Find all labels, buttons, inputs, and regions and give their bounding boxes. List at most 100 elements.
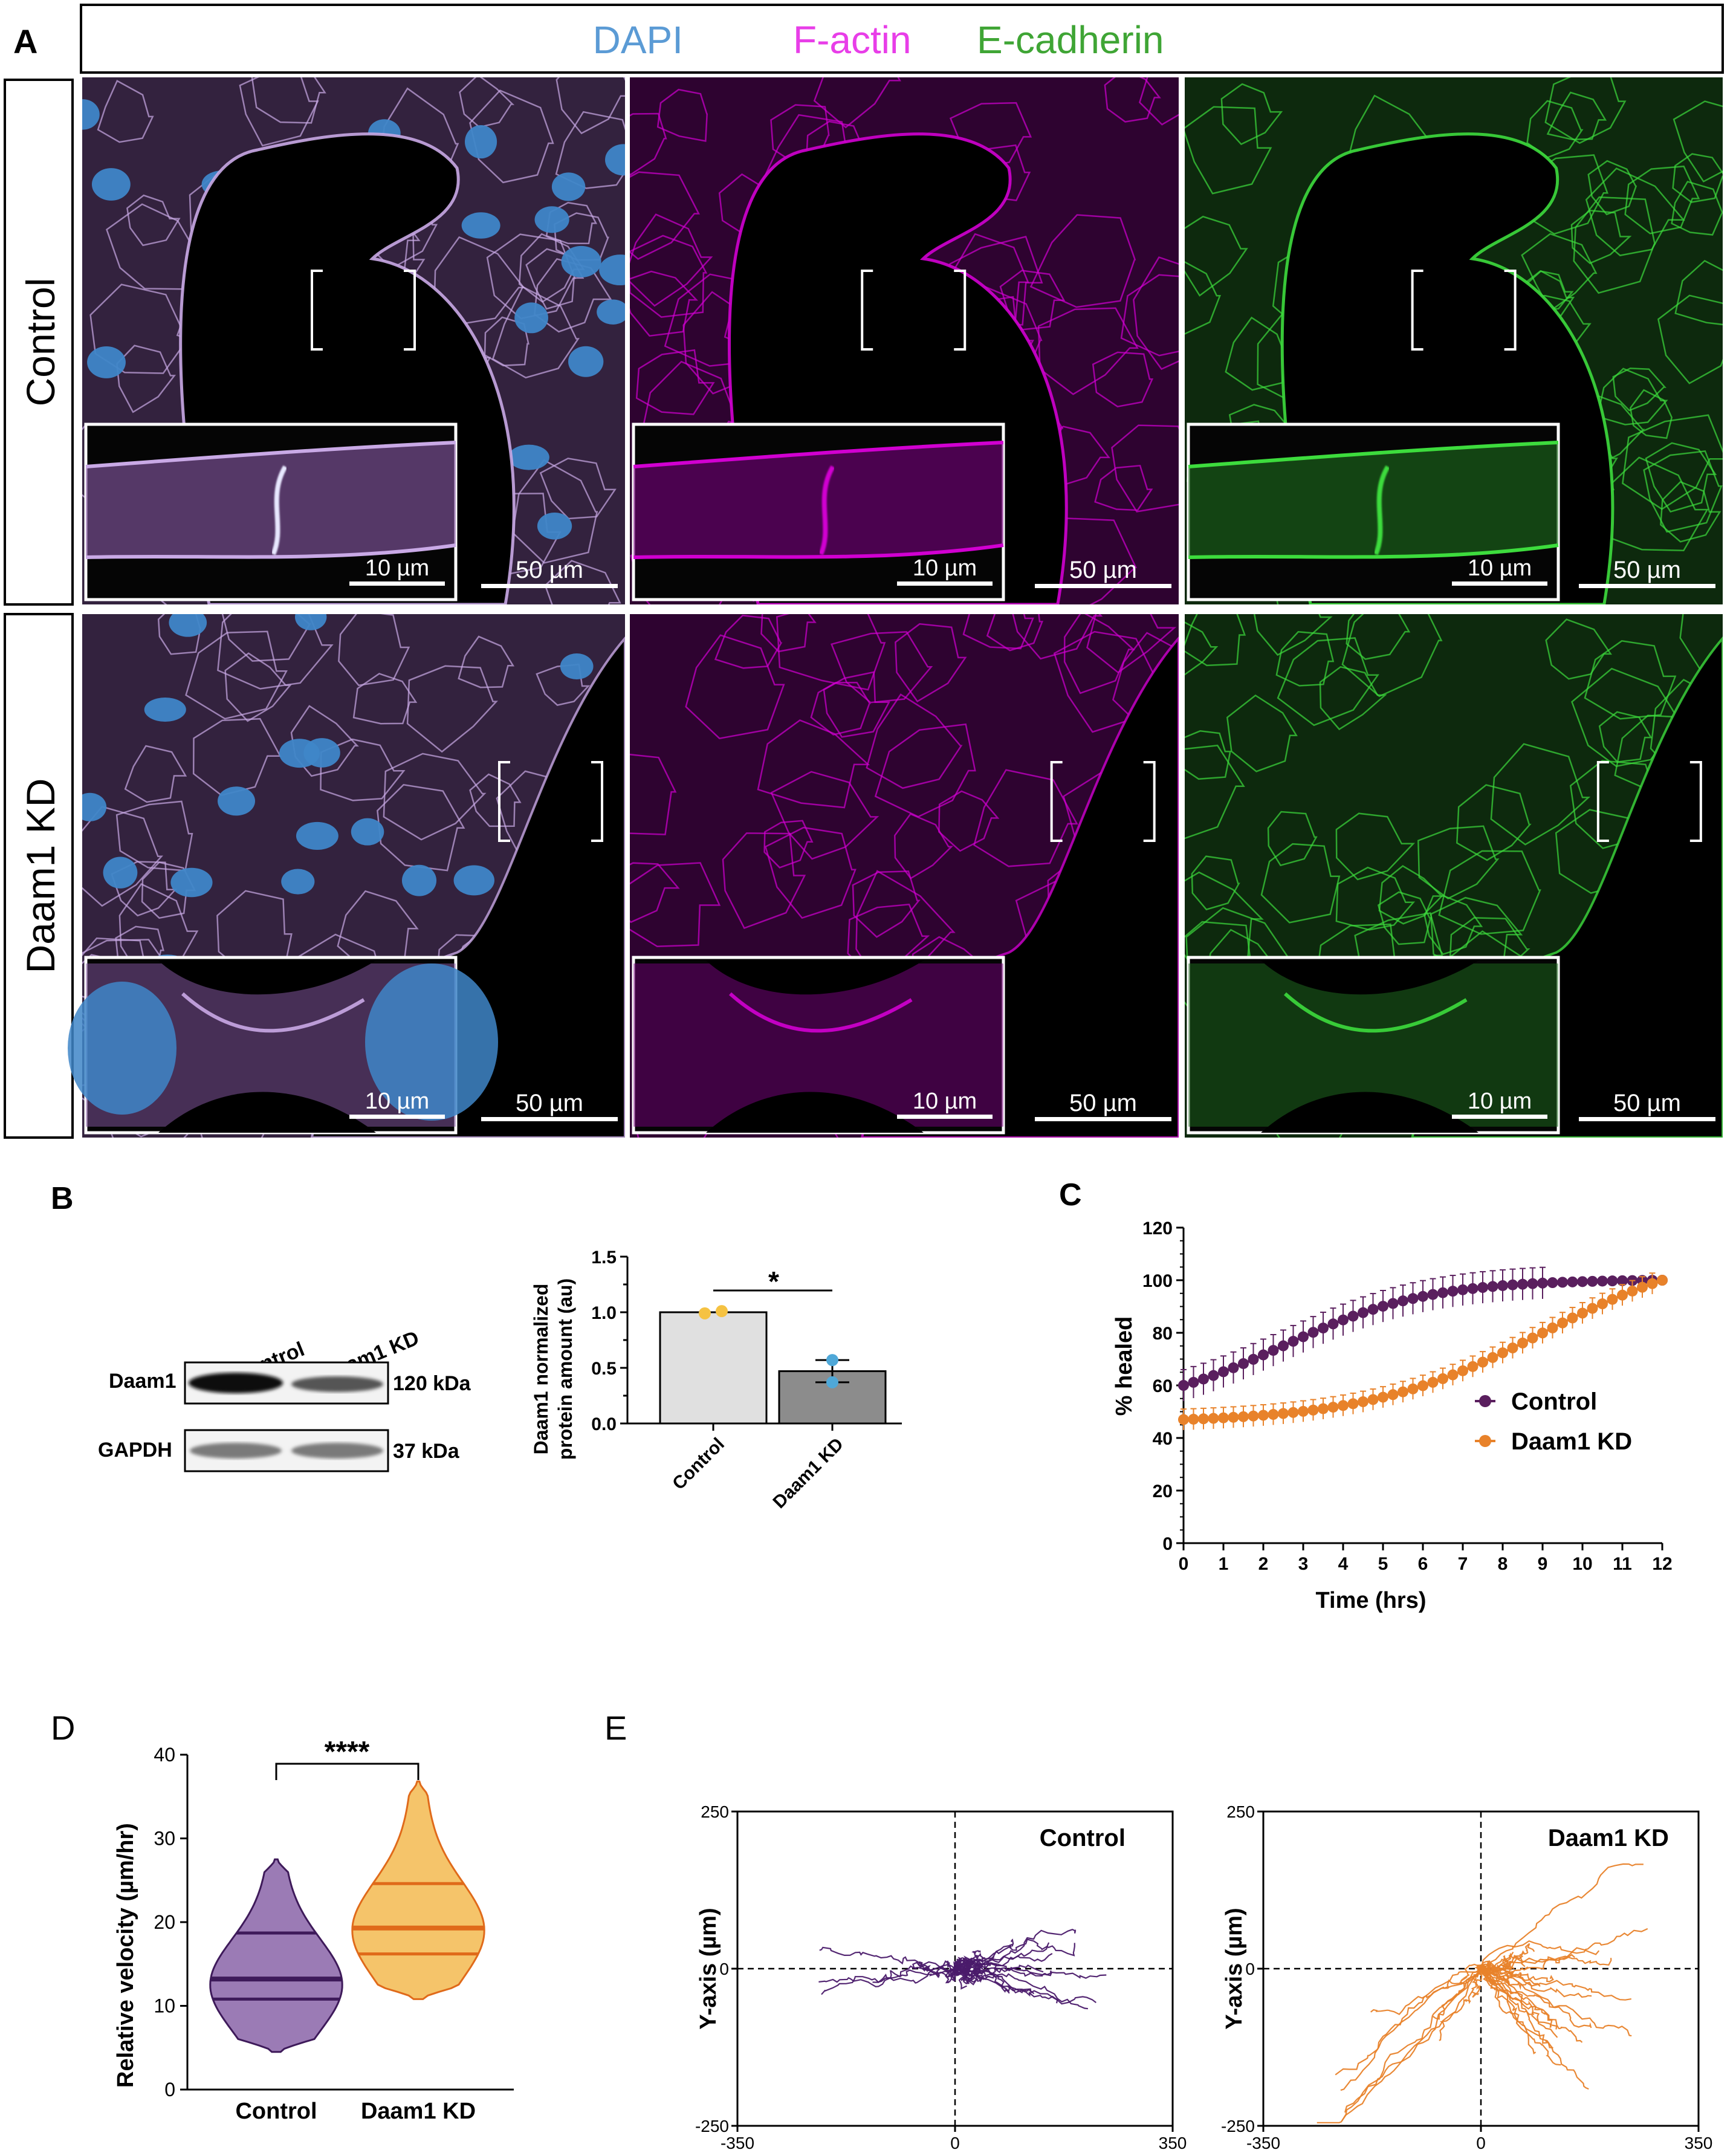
blot-band-daam1-control [189,1373,283,1393]
track-plot-ytick-label: 0 [1245,1960,1255,1978]
line-series-point [1318,1403,1329,1414]
row-label-control: Control [18,278,63,407]
selection-bracket-left [1411,270,1423,351]
micrograph-control-ecad: 10 µm 50 µm [1185,77,1723,604]
track-plot-ytick-label: 0 [719,1960,729,1978]
track-line [1479,1951,1514,1973]
track-plot-ylabel: Y-axis (µm) [1222,1908,1247,2029]
line-chart-ylabel: % healed [1112,1316,1137,1416]
main-scale-label: 50 µm [516,557,583,583]
line-series-point [1218,1412,1229,1423]
bar-0 [659,1311,768,1425]
panel-label-a: A [13,22,37,60]
line-chart-xtick-label: 5 [1378,1554,1388,1574]
line-series-point [1647,1278,1658,1289]
line-series-point [1228,1362,1239,1373]
selection-bracket-right [954,270,967,351]
line-series-point [1487,1281,1498,1292]
violin-1: Daam1 KD [351,1780,485,2124]
track-line [954,1960,999,1974]
line-series-point [1287,1407,1299,1418]
line-series-point [1248,1410,1259,1422]
track-line [953,1967,970,1990]
track-trajectories [818,1929,1107,2010]
line-series-point [1477,1282,1488,1294]
line-series-point [1497,1280,1508,1291]
track-line [1480,1968,1592,2029]
line-chart-xtick-label: 2 [1258,1554,1269,1574]
line-series-point [1447,1369,1459,1381]
inset-scale-label: 10 µm [1468,1089,1532,1114]
line-series-point [1347,1310,1359,1322]
line-chart-xtick-label: 11 [1613,1554,1632,1574]
micrograph-control-factin: 10 µm 50 µm [630,77,1179,604]
line-chart-xtick-label: 1 [1219,1554,1229,1574]
main-scale-label: 50 µm [1613,557,1681,583]
channel-label-factin: F-actin [793,18,912,62]
line-series-point [1517,1278,1528,1290]
line-series-point [1537,1327,1548,1339]
row-label-box-daam1kd [4,613,74,1139]
bar-chart-ylabel-line1: Daam1 normalized [530,1284,552,1455]
bar-data-point [826,1354,838,1367]
line-series-point [1417,1290,1428,1302]
line-series-point [1547,1322,1558,1333]
line-series-point [1467,1283,1479,1294]
bar-chart: Daam1 normalized protein amount (au) 0.0… [530,1248,902,1512]
inset-scale-label: 10 µm [1468,555,1532,581]
violin-body [351,1780,485,2000]
violin-ytick-label: 0 [164,2079,175,2100]
line-series-point [1577,1276,1588,1287]
inset-scale-bar [1452,581,1547,586]
line-series-point [1497,1347,1508,1359]
line-series-point [1407,1383,1419,1394]
line-series-point [1398,1386,1408,1397]
selection-bracket-right [1143,761,1156,842]
line-series-point [1188,1413,1199,1425]
line-chart-xtick-label: 3 [1298,1554,1309,1574]
line-series-point [1198,1413,1209,1425]
line-chart-xtick-label: 4 [1338,1554,1349,1574]
channel-legend: DAPI F-actin E-cadherin [593,18,1164,62]
line-chart-xtick-label: 0 [1179,1554,1189,1574]
micrograph-daam1-kd-ecad: 10 µm 50 µm [1185,614,1723,1138]
line-series-point [1318,1323,1329,1334]
panel-label-e: E [604,1709,627,1747]
blot-band-gapdh-control [190,1443,282,1459]
violin-significance-bracket [275,1763,419,1780]
line-series-point [1358,1307,1368,1318]
line-series-point [1208,1413,1219,1424]
inset-scale-label: 10 µm [913,1089,977,1114]
line-series-point [1248,1353,1259,1365]
track-line [954,1953,1053,1970]
line-series-point [1228,1411,1239,1423]
line-series-point [1627,1285,1638,1297]
track-plot-xtick-label: 350 [1685,2134,1713,2150]
track-line [872,1968,956,1983]
line-chart-ytick-label: 20 [1153,1481,1173,1501]
violin-ytick-label: 20 [154,1911,175,1933]
line-series-point [1178,1414,1189,1425]
line-series-point [1557,1317,1568,1329]
micrograph-daam1-kd-factin: 10 µm 50 µm [630,614,1179,1138]
track-plot-xtick-label: -350 [721,2134,754,2150]
track-plot-ytick-label: -250 [1221,2117,1255,2135]
line-series-1: Daam1 KD [1178,1272,1668,1455]
violin-ytick-label: 30 [154,1828,175,1850]
track-line [1317,1968,1482,2123]
selection-bracket-right [1504,270,1517,351]
line-chart-xtick-label: 8 [1498,1554,1508,1574]
bar-chart-xtick-label: Daam1 KD [769,1434,847,1512]
violin-category-label: Control [235,2099,317,2124]
line-series-point [1427,1289,1439,1300]
line-series-point [1278,1408,1289,1419]
legend-swatch-dot [1479,1395,1491,1407]
line-series-point [1358,1396,1368,1408]
line-series-point [1607,1294,1618,1305]
track-line [1340,1968,1482,2091]
selection-bracket-right [404,270,416,351]
selection-bracket-left [498,761,510,842]
line-series-point [1617,1275,1628,1286]
